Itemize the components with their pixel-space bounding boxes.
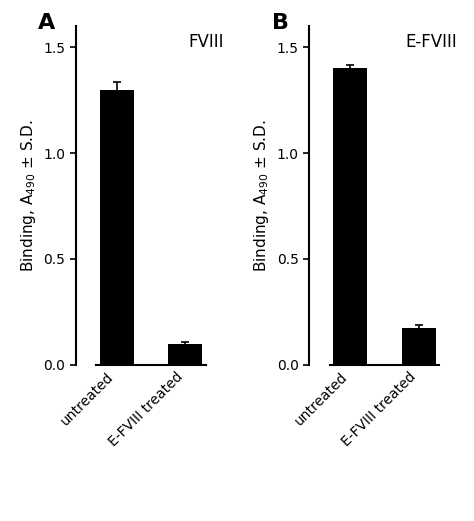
Y-axis label: Binding, A$_{490}$ ± S.D.: Binding, A$_{490}$ ± S.D. [252, 119, 271, 271]
Y-axis label: Binding, A$_{490}$ ± S.D.: Binding, A$_{490}$ ± S.D. [19, 119, 38, 271]
Bar [401, 328, 436, 365]
Bar [100, 90, 134, 365]
Text: E-FVIII: E-FVIII [405, 33, 457, 51]
Text: B: B [272, 13, 289, 32]
Text: A: A [38, 13, 55, 32]
Bar [168, 343, 202, 365]
Text: FVIII: FVIII [188, 33, 223, 51]
Bar [333, 68, 367, 365]
